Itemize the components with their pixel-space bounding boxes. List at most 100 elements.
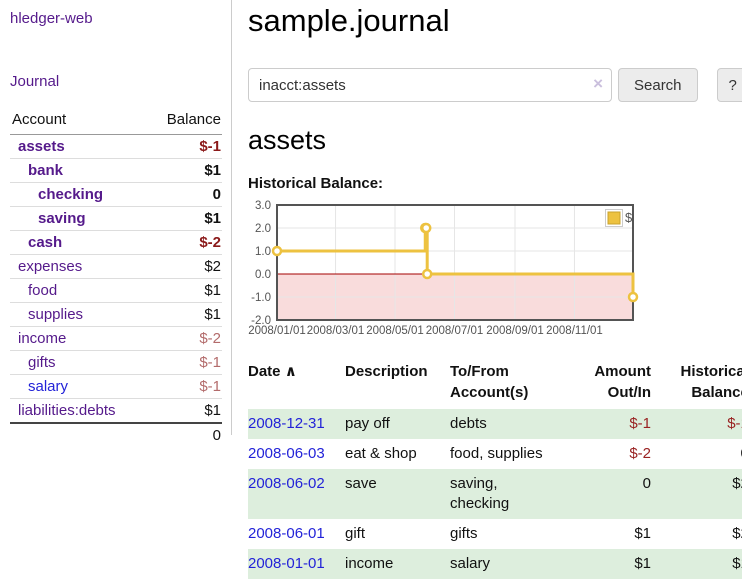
txn-amount: $-1 xyxy=(629,415,651,432)
register-table: Date ∧ Description To/From Account(s) Am… xyxy=(248,359,742,579)
account-row: supplies $1 xyxy=(10,302,222,327)
account-balance: $2 xyxy=(147,254,222,279)
accounts-col-balance: Balance xyxy=(147,109,222,135)
txn-accounts: food, supplies xyxy=(450,445,543,462)
txn-accounts: salary xyxy=(450,555,491,572)
account-row: liabilities:debts $1 xyxy=(10,398,222,423)
account-link-gifts[interactable]: gifts xyxy=(28,354,56,371)
accounts-total-value: 0 xyxy=(147,422,222,447)
clear-search-icon[interactable]: × xyxy=(593,74,603,93)
svg-text:0.0: 0.0 xyxy=(255,269,271,281)
account-balance: $1 xyxy=(147,206,222,231)
account-balance: $-1 xyxy=(147,350,222,375)
account-balance: $-1 xyxy=(147,374,222,399)
account-balance: $1 xyxy=(147,278,222,303)
account-link-saving[interactable]: saving xyxy=(38,210,86,227)
journal-nav-link[interactable]: Journal xyxy=(10,73,60,90)
svg-text:2008/01/01: 2008/01/01 xyxy=(248,325,306,337)
register-col-tofrom: To/From Account(s) xyxy=(450,363,529,401)
col-date-label: Date xyxy=(248,363,281,380)
account-row: salary $-1 xyxy=(10,374,222,399)
txn-amount: 0 xyxy=(642,475,651,492)
account-link-expenses[interactable]: expenses xyxy=(18,258,83,275)
sort-ascending-icon: ∧ xyxy=(284,363,297,380)
txn-amount: $-2 xyxy=(629,445,651,462)
search-form: × Search ? xyxy=(248,68,742,102)
sidebar-divider xyxy=(231,0,232,435)
txn-description: gift xyxy=(345,525,366,542)
register-row: 2008-06-01 gift gifts $1 $2 xyxy=(248,519,742,549)
register-col-amount: Amount Out/In xyxy=(594,363,651,401)
account-row: bank $1 xyxy=(10,158,222,183)
txn-date-link[interactable]: 2008-06-03 xyxy=(248,445,325,462)
txn-description: pay off xyxy=(345,415,390,432)
account-link-liabilities-debts[interactable]: liabilities:debts xyxy=(18,402,116,419)
accounts-total-row: 0 xyxy=(10,422,222,447)
svg-text:3.0: 3.0 xyxy=(255,200,271,212)
register-row: 2008-12-31 pay off debts $-1 $-1 xyxy=(248,409,742,439)
account-balance: $1 xyxy=(147,302,222,327)
account-row: income $-2 xyxy=(10,326,222,351)
account-row: cash $-2 xyxy=(10,230,222,255)
svg-text:1.0: 1.0 xyxy=(255,246,271,258)
register-row: 2008-06-03 eat & shop food, supplies $-2… xyxy=(248,439,742,469)
txn-accounts: gifts xyxy=(450,525,478,542)
txn-description: save xyxy=(345,475,377,492)
svg-text:-1.0: -1.0 xyxy=(251,292,271,304)
search-button[interactable]: Search xyxy=(618,68,698,102)
svg-text:2008/11/01: 2008/11/01 xyxy=(546,325,603,337)
historical-balance-chart: 3.0 2.0 1.0 0.0 -1.0 -2.0 2008/01/01 2008/03/01… xyxy=(240,198,742,344)
svg-text:2008/07/01: 2008/07/01 xyxy=(426,325,484,337)
account-row: expenses $2 xyxy=(10,254,222,279)
accounts-table: Account Balance assets $-1 bank $1 check… xyxy=(10,109,222,447)
account-balance: $-2 xyxy=(147,230,222,255)
register-row: 2008-06-02 save saving, checking 0 $2 xyxy=(248,469,742,519)
account-link-supplies[interactable]: supplies xyxy=(28,306,84,323)
account-balance: $1 xyxy=(147,398,222,423)
account-balance: $-2 xyxy=(147,326,222,351)
chart-title: Historical Balance: xyxy=(248,175,384,192)
account-link-salary[interactable]: salary xyxy=(28,378,69,395)
svg-text:$: $ xyxy=(625,210,633,225)
txn-balance: $2 xyxy=(732,525,742,542)
txn-balance: $2 xyxy=(732,475,742,492)
txn-description: income xyxy=(345,555,394,572)
account-row: food $1 xyxy=(10,278,222,303)
app-title-link[interactable]: hledger-web xyxy=(10,10,93,27)
txn-date-link[interactable]: 2008-06-01 xyxy=(248,525,325,542)
txn-date-link[interactable]: 2008-06-02 xyxy=(248,475,325,492)
txn-date-link[interactable]: 2008-01-01 xyxy=(248,555,325,572)
account-link-cash[interactable]: cash xyxy=(28,234,63,251)
account-link-food[interactable]: food xyxy=(28,282,58,299)
svg-text:2008/09/01: 2008/09/01 xyxy=(486,325,544,337)
txn-amount: $1 xyxy=(634,525,651,542)
accounts-col-account: Account xyxy=(10,109,148,135)
account-balance: 0 xyxy=(147,182,222,207)
account-link-checking[interactable]: checking xyxy=(38,186,104,203)
page-title: sample.journal xyxy=(248,3,450,38)
svg-text:2008/05/01: 2008/05/01 xyxy=(366,325,424,337)
account-link-assets[interactable]: assets xyxy=(18,138,65,155)
account-balance: $1 xyxy=(147,158,222,183)
register-row: 2008-01-01 income salary $1 $1 xyxy=(248,549,742,579)
register-col-date[interactable]: Date ∧ xyxy=(248,359,345,409)
account-row: checking 0 xyxy=(10,182,222,207)
account-row: gifts $-1 xyxy=(10,350,222,375)
txn-accounts: debts xyxy=(450,415,487,432)
account-link-bank[interactable]: bank xyxy=(28,162,64,179)
register-col-description: Description xyxy=(345,363,428,380)
register-col-balance: Historical Balance xyxy=(680,363,742,401)
search-input[interactable] xyxy=(248,68,612,102)
account-balance: $-1 xyxy=(199,138,221,155)
txn-date-link[interactable]: 2008-12-31 xyxy=(248,415,325,432)
sidebar: hledger-web Journal Account Balance asse… xyxy=(0,0,232,579)
svg-text:2008/03/01: 2008/03/01 xyxy=(307,325,365,337)
account-link-income[interactable]: income xyxy=(18,330,67,347)
account-row: saving $1 xyxy=(10,206,222,231)
account-row: assets $-1 xyxy=(10,135,222,159)
help-button[interactable]: ? xyxy=(716,68,742,102)
txn-balance: 0 xyxy=(651,439,742,469)
main-panel: sample.journal × Search ? assets Histori… xyxy=(232,0,742,579)
account-heading: assets xyxy=(248,125,327,155)
